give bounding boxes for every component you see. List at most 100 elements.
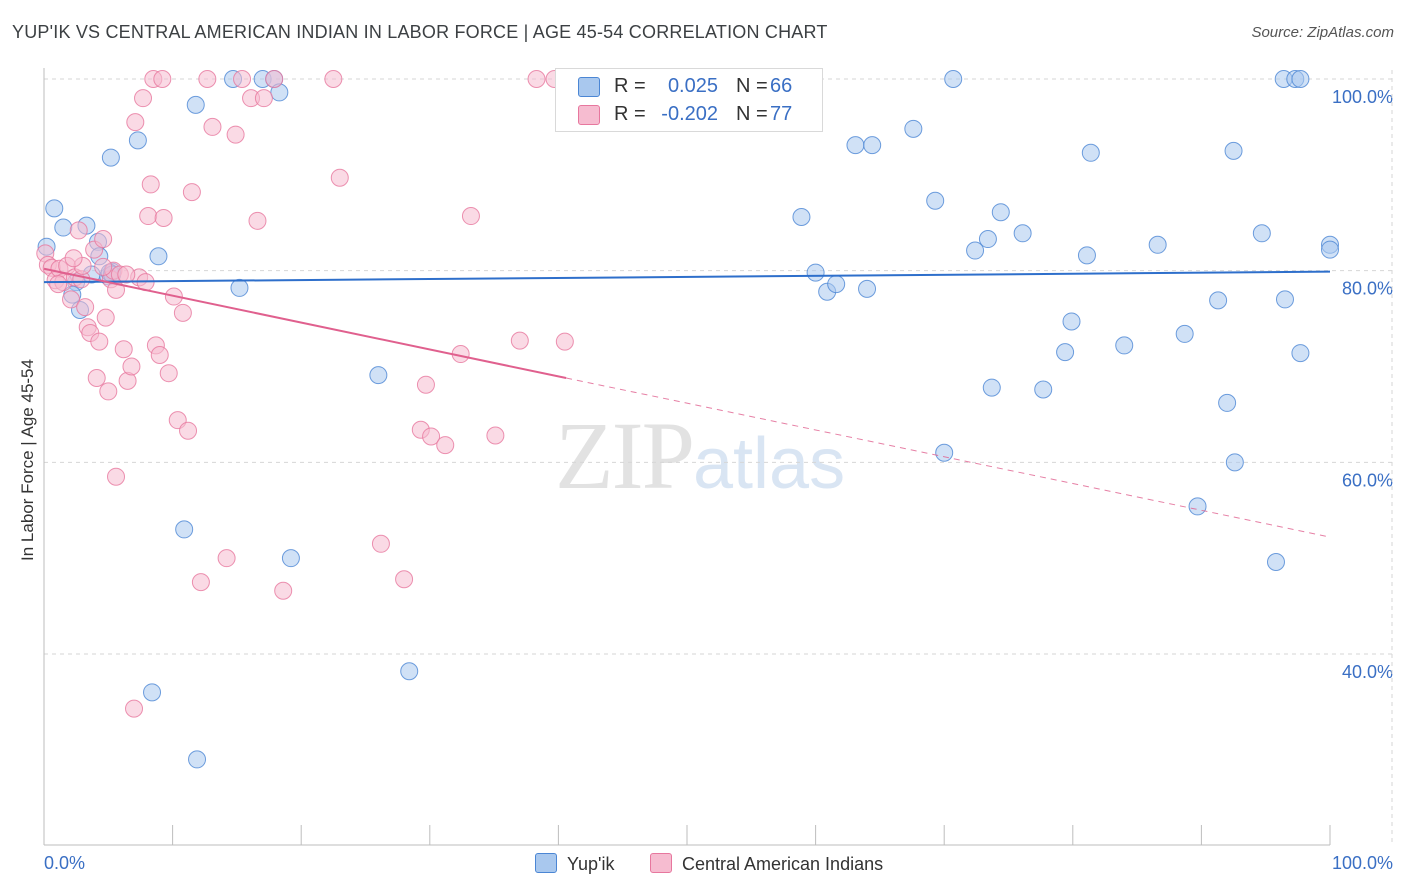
yupik-point bbox=[1077, 246, 1096, 265]
y-tick-label: 60.0% bbox=[1342, 470, 1393, 490]
stats-n-label: N = bbox=[736, 103, 768, 125]
yupik-point bbox=[1266, 553, 1285, 571]
stats-r-value: -0.202 bbox=[661, 103, 718, 125]
yupik-point bbox=[149, 247, 168, 266]
yupik-point bbox=[904, 119, 923, 138]
yupik-point bbox=[792, 208, 811, 226]
y-tick-label: 80.0% bbox=[1342, 279, 1393, 299]
x-tick-label-max: 100.0% bbox=[1332, 853, 1393, 873]
yupik-point bbox=[806, 263, 825, 282]
central-american-trend-line bbox=[43, 267, 567, 379]
legend-label-central-american: Central American Indians bbox=[682, 854, 884, 874]
yupik-point bbox=[128, 131, 147, 150]
central-american-point bbox=[198, 70, 217, 88]
central-american-point bbox=[248, 211, 267, 230]
central-american-trend-extension bbox=[566, 377, 1331, 538]
stats-swatch-yupik bbox=[578, 77, 600, 97]
central-american-point bbox=[122, 357, 141, 376]
yupik-point bbox=[1225, 453, 1244, 472]
central-american-point bbox=[107, 467, 126, 486]
central-american-point bbox=[87, 369, 106, 387]
central-american-point bbox=[94, 257, 113, 276]
legend-swatch-yupik bbox=[535, 853, 557, 873]
yupik-point bbox=[1252, 224, 1271, 243]
central-american-point bbox=[527, 70, 546, 88]
yupik-point bbox=[846, 136, 865, 155]
central-american-point bbox=[76, 298, 95, 317]
central-american-point bbox=[153, 70, 172, 88]
yupik-point bbox=[1291, 70, 1310, 88]
yupik-point bbox=[1188, 497, 1207, 516]
central-american-point bbox=[49, 275, 68, 294]
yupik-point bbox=[186, 95, 205, 114]
yupik-point bbox=[1209, 291, 1228, 310]
central-american-point bbox=[486, 426, 505, 445]
stats-n-label: N = bbox=[736, 75, 768, 97]
yupik-point bbox=[1291, 344, 1310, 363]
central-american-point bbox=[233, 70, 252, 88]
legend-item-yupik[interactable]: Yup'ik bbox=[535, 853, 614, 875]
central-american-point bbox=[203, 117, 222, 136]
yupik-point bbox=[1224, 141, 1243, 160]
central-american-point bbox=[90, 332, 109, 351]
watermark-atlas: atlas bbox=[693, 424, 846, 504]
central-american-point bbox=[139, 207, 158, 226]
yupik-point bbox=[101, 148, 120, 167]
yupik-point bbox=[978, 230, 997, 249]
central-american-point bbox=[182, 183, 201, 202]
yupik-point bbox=[54, 218, 73, 237]
central-american-point bbox=[217, 549, 236, 568]
yupik-point bbox=[45, 199, 64, 218]
stats-n-value: 77 bbox=[770, 103, 793, 125]
central-american-point bbox=[114, 340, 133, 359]
central-american-point bbox=[436, 436, 455, 455]
central-american-point bbox=[416, 375, 435, 394]
yupik-point bbox=[1321, 240, 1339, 259]
watermark: ZIPatlas bbox=[555, 400, 845, 511]
central-american-point bbox=[62, 290, 81, 309]
yupik-point bbox=[1115, 336, 1134, 355]
stats-r-label: R = bbox=[614, 75, 646, 97]
central-american-point bbox=[159, 364, 178, 383]
legend-item-central-american[interactable]: Central American Indians bbox=[650, 853, 883, 875]
stats-r-label: R = bbox=[614, 103, 646, 125]
legend-swatch-central-american bbox=[650, 853, 672, 873]
y-tick-label: 40.0% bbox=[1342, 662, 1393, 682]
yupik-point bbox=[858, 279, 877, 298]
y-tick-label: 100.0% bbox=[1332, 87, 1393, 107]
central-american-point bbox=[117, 265, 136, 284]
central-american-point bbox=[324, 70, 343, 88]
yupik-point bbox=[369, 366, 388, 385]
stats-n-value: 66 bbox=[770, 75, 793, 97]
stats-r-value: 0.025 bbox=[667, 75, 718, 97]
legend-label-yupik: Yup'ik bbox=[567, 854, 615, 874]
central-american-point bbox=[96, 308, 115, 327]
stats-row-yupik: R = 0.025 N = 66 bbox=[556, 73, 822, 101]
yupik-point bbox=[1218, 393, 1237, 412]
central-american-point bbox=[179, 421, 198, 440]
yupik-point bbox=[827, 275, 846, 294]
central-american-point bbox=[125, 699, 144, 718]
stats-box: R = 0.025 N = 66 R = -0.202 N = 77 bbox=[555, 68, 823, 132]
central-american-point bbox=[254, 89, 273, 108]
central-american-point bbox=[94, 230, 113, 249]
central-american-point bbox=[69, 221, 88, 240]
yupik-point bbox=[1081, 143, 1100, 162]
yupik-point bbox=[1175, 324, 1194, 343]
central-american-point bbox=[510, 331, 529, 350]
chart-title: YUP'IK VS CENTRAL AMERICAN INDIAN IN LAB… bbox=[12, 22, 828, 42]
yupik-point bbox=[400, 662, 419, 681]
yupik-point bbox=[935, 443, 954, 462]
yupik-point bbox=[982, 378, 1001, 397]
central-american-point bbox=[99, 382, 118, 401]
source-label: Source: ZipAtlas.com bbox=[1251, 24, 1394, 41]
central-american-point bbox=[395, 570, 414, 589]
central-american-point bbox=[555, 332, 574, 351]
yupik-point bbox=[230, 278, 249, 297]
central-american-point bbox=[265, 70, 284, 88]
yupik-point bbox=[863, 136, 882, 155]
central-american-point bbox=[126, 113, 145, 132]
yupik-point bbox=[926, 191, 945, 210]
yupik-point bbox=[1062, 312, 1081, 331]
yupik-point bbox=[143, 683, 162, 702]
